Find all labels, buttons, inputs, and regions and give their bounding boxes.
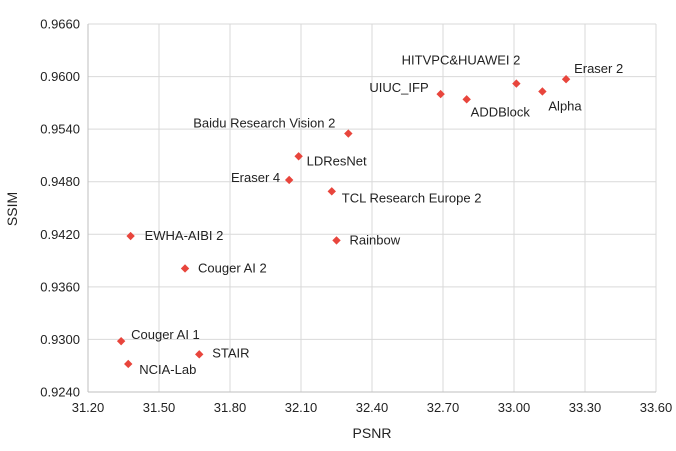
data-point <box>294 152 303 161</box>
x-axis-title: PSNR <box>353 425 392 441</box>
tick-labels: 0.9240 0.9300 0.9360 0.9420 0.9480 0.9540 0.96… <box>40 17 672 416</box>
data-point <box>538 87 547 96</box>
x-tick-label: 33.30 <box>569 400 602 415</box>
point-label: Alpha <box>548 98 582 113</box>
point-label: STAIR <box>212 345 249 360</box>
x-tick-label: 33.00 <box>498 400 531 415</box>
data-points <box>116 75 571 369</box>
point-label: LDResNet <box>307 153 367 168</box>
x-tick-label: 31.20 <box>72 400 105 415</box>
data-point <box>124 359 133 369</box>
data-point <box>462 95 471 104</box>
x-tick-label: 32.10 <box>285 400 318 415</box>
point-label: EWHA-AIBI 2 <box>145 228 224 243</box>
data-point <box>126 231 135 241</box>
point-label: UIUC_IFP <box>369 80 428 95</box>
data-point <box>332 236 341 245</box>
point-label: HITVPC&HUAWEI 2 <box>402 53 521 68</box>
point-label: Couger AI 1 <box>131 327 200 342</box>
x-tick-label: 32.40 <box>356 400 389 415</box>
point-label: Couger AI 2 <box>198 260 267 275</box>
x-tick-label: 31.80 <box>214 400 247 415</box>
x-tick-label: 33.60 <box>640 400 673 415</box>
point-label: Rainbow <box>350 232 401 247</box>
x-tick-label: 32.70 <box>427 400 460 415</box>
data-point <box>327 187 336 196</box>
point-labels: Eraser 2 HITVPC&HUAWEI 2 Alpha UIUC_IFP ADDB… <box>131 53 623 377</box>
data-point <box>561 75 571 84</box>
y-tick-label: 0.9480 <box>40 174 80 189</box>
data-point <box>436 89 445 99</box>
y-tick-label: 0.9240 <box>40 385 80 400</box>
data-point <box>284 175 294 185</box>
y-tick-label: 0.9360 <box>40 279 80 294</box>
y-tick-label: 0.9600 <box>40 69 80 84</box>
point-label: Eraser 2 <box>574 61 623 76</box>
x-tick-label: 31.50 <box>143 400 176 415</box>
data-point <box>344 129 353 138</box>
point-label: Baidu Research Vision 2 <box>193 116 335 131</box>
data-point <box>512 79 521 88</box>
data-point <box>116 336 126 346</box>
point-label: TCL Research Europe 2 <box>342 190 482 205</box>
point-label: ADDBlock <box>471 104 531 119</box>
data-point <box>195 350 204 359</box>
gridlines <box>87 23 657 393</box>
y-tick-label: 0.9540 <box>40 122 80 137</box>
data-point <box>180 264 190 273</box>
y-tick-label: 0.9420 <box>40 227 80 242</box>
point-label: Eraser 4 <box>231 170 280 185</box>
point-label: NCIA-Lab <box>139 362 196 377</box>
y-axis-title: SSIM <box>4 192 20 226</box>
y-tick-label: 0.9660 <box>40 17 80 32</box>
axes <box>87 24 656 393</box>
y-tick-label: 0.9300 <box>40 332 80 347</box>
